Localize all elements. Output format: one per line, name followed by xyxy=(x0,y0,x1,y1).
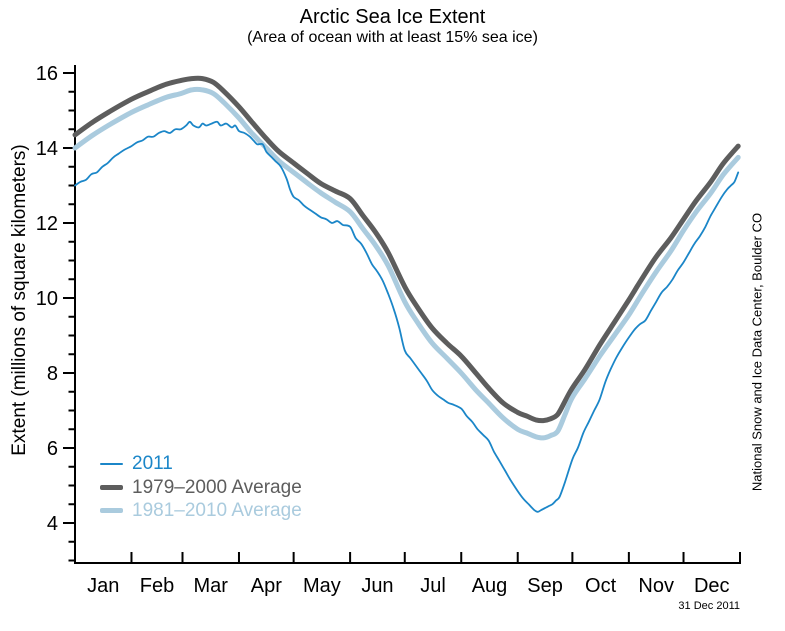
series-line-1981-2010-average xyxy=(72,86,741,441)
y-tick-label: 8 xyxy=(47,363,58,385)
series-line-1979-2000-average xyxy=(72,75,741,424)
credit-label: National Snow and Ice Data Center, Bould… xyxy=(749,212,765,492)
x-month-label: Jul xyxy=(420,575,446,597)
chart-subtitle: (Area of ocean with at least 15% sea ice… xyxy=(247,29,538,46)
x-month-label: Feb xyxy=(140,575,174,597)
legend-item-2011: 2011 xyxy=(100,452,302,476)
y-tick-label: 6 xyxy=(47,438,58,460)
legend-swatch-1981-2010-average xyxy=(100,508,123,514)
y-tick-label: 14 xyxy=(36,138,58,160)
x-month-label: Oct xyxy=(585,575,617,597)
legend-label-2011: 2011 xyxy=(132,453,173,475)
y-tick-label: 16 xyxy=(36,63,58,85)
y-axis-label: Extent (millions of square kilometers) xyxy=(9,144,30,456)
legend: 2011 1979–2000 Average 1981–2010 Average xyxy=(100,452,302,523)
legend-label-1981-2010-average: 1981–2010 Average xyxy=(132,500,302,522)
x-month-label: Apr xyxy=(251,575,282,597)
y-tick-label: 4 xyxy=(47,513,58,535)
legend-swatch-1979-2000-average xyxy=(100,484,123,490)
y-tick-label: 10 xyxy=(36,288,58,310)
x-month-label: May xyxy=(303,575,341,597)
x-month-label: Mar xyxy=(194,575,229,597)
x-month-label: Nov xyxy=(638,575,674,597)
y-tick-label: 12 xyxy=(36,213,58,235)
series-line-2011 xyxy=(74,120,740,513)
legend-item-1979-2000-average: 1979–2000 Average xyxy=(100,476,302,500)
x-month-label: Jan xyxy=(87,575,119,597)
date-stamp: 31 Dec 2011 xyxy=(678,600,740,612)
legend-item-1981-2010-average: 1981–2010 Average xyxy=(100,499,302,523)
legend-label-1979-2000-average: 1979–2000 Average xyxy=(132,476,302,498)
x-month-label: Jun xyxy=(361,575,393,597)
legend-swatch-2011 xyxy=(100,462,123,465)
chart-title: Arctic Sea Ice Extent xyxy=(299,6,486,28)
x-month-label: Dec xyxy=(694,575,730,597)
x-month-label: Aug xyxy=(472,575,508,597)
x-month-label: Sep xyxy=(527,575,563,597)
